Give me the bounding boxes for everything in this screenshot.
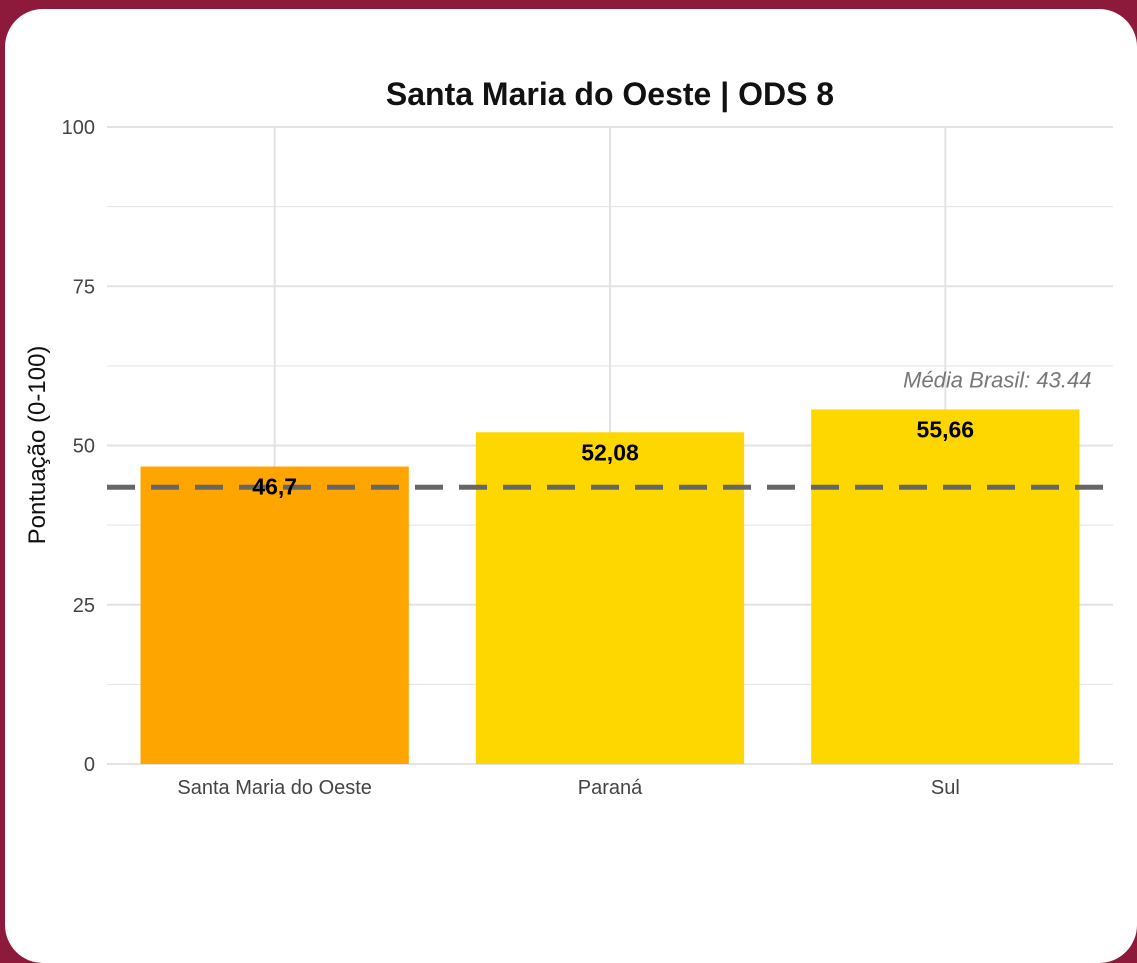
value-label: 52,08 xyxy=(581,439,639,465)
bar-chart: 46,7 52,08 55,66 0 25 50 75 100 Santa Maria do… xyxy=(24,76,1113,799)
value-label: 55,66 xyxy=(917,416,975,442)
bar xyxy=(811,409,1080,764)
value-label: 46,7 xyxy=(252,474,297,500)
bar xyxy=(140,466,409,764)
x-tick-label: Sul xyxy=(931,777,960,799)
value-labels: 46,7 52,08 55,66 xyxy=(252,416,974,499)
x-tick-labels: Santa Maria do Oeste Paraná Sul xyxy=(177,777,959,799)
y-tick-label: 0 xyxy=(84,754,95,776)
y-tick-label: 100 xyxy=(62,117,95,139)
x-tick-label: Santa Maria do Oeste xyxy=(177,777,372,799)
y-tick-label: 75 xyxy=(73,276,95,298)
y-tick-label: 25 xyxy=(73,595,95,617)
y-tick-label: 50 xyxy=(73,436,95,458)
x-tick-label: Paraná xyxy=(578,777,643,799)
y-tick-labels: 0 25 50 75 100 xyxy=(62,117,95,776)
reference-line-label: Média Brasil: 43.44 xyxy=(903,367,1091,392)
chart-card: 46,7 52,08 55,66 0 25 50 75 100 Santa Maria do… xyxy=(5,9,1137,963)
bars xyxy=(140,409,1080,764)
chart-title: Santa Maria do Oeste | ODS 8 xyxy=(386,76,834,112)
y-axis-label: Pontuação (0-100) xyxy=(24,346,51,545)
bar xyxy=(475,432,745,764)
